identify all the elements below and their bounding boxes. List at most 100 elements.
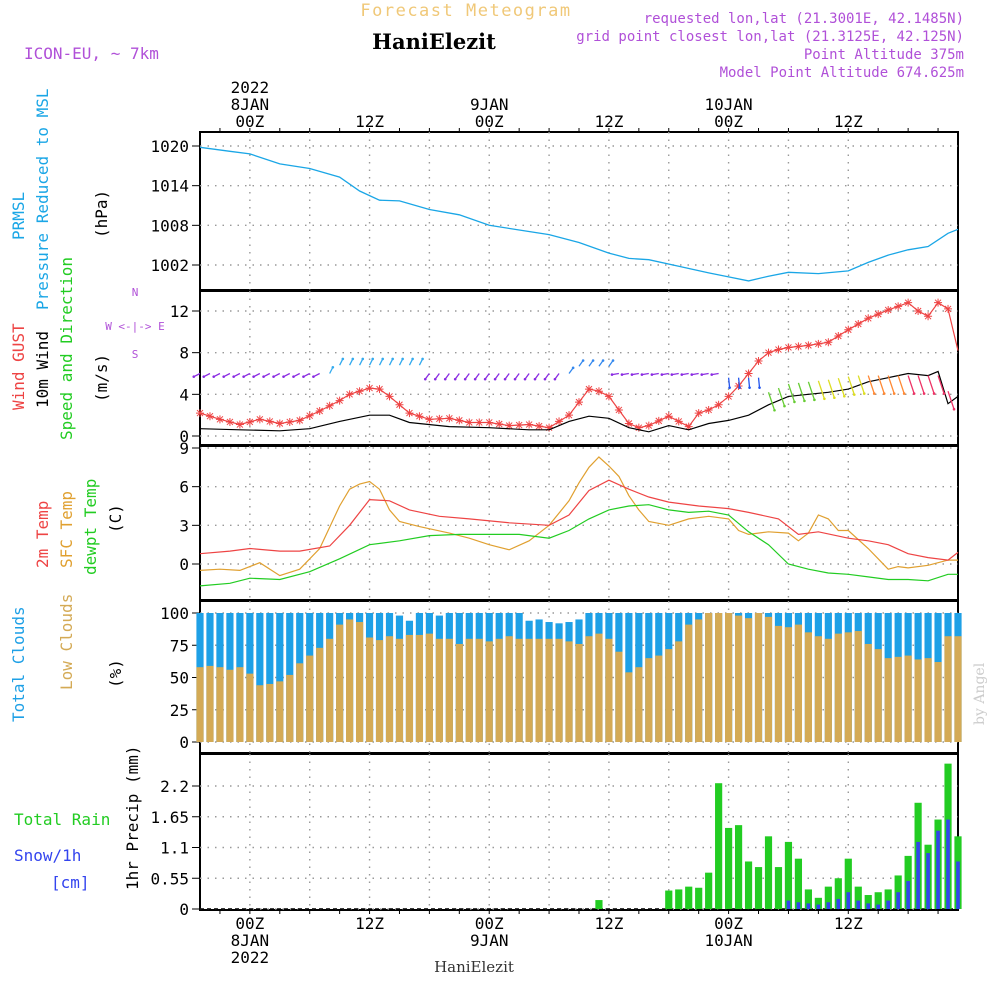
wind-arrow-head: [773, 408, 776, 412]
rain-bar: [595, 900, 603, 909]
panel-frame-pressure: [199, 131, 959, 291]
gust-marker: [934, 298, 943, 307]
gust-marker: [944, 304, 953, 313]
wind-arrow-head: [650, 373, 654, 376]
low-cloud-bar: [575, 643, 583, 742]
gust-marker: [425, 415, 434, 424]
wind-arrow-head: [922, 392, 926, 395]
gust-marker: [285, 417, 294, 426]
temp-2m-label: 2m Temp: [33, 501, 52, 568]
cloud-unit: (%): [106, 659, 125, 688]
wind-arrow-head: [952, 407, 956, 411]
wind-arrow-head: [738, 386, 741, 389]
low-cloud-bar: [475, 638, 483, 742]
y-tick-label: 100: [160, 604, 189, 623]
temp-unit: (C): [106, 504, 125, 533]
gust-marker: [325, 401, 334, 410]
chart-text: 102010141008100212840963010075502502.21.…: [9, 1, 988, 976]
header-closest: grid point closest lon,lat (21.3125E, 42…: [576, 29, 964, 45]
snow-bar: [796, 902, 801, 909]
rain-bar: [884, 889, 892, 909]
low-cloud-bar: [535, 638, 543, 742]
gust-marker: [834, 332, 843, 340]
dewpt-line: [199, 504, 958, 587]
low-cloud-bar: [814, 636, 822, 742]
wind-arrow: [877, 375, 885, 394]
y-tick-label: 25: [170, 701, 189, 720]
rain-bar: [824, 886, 832, 909]
rain-bar: [744, 861, 753, 909]
gust-marker: [654, 416, 663, 425]
gust-marker: [684, 422, 693, 431]
top-time-label: 8JAN: [231, 95, 270, 114]
wind-arrow: [827, 379, 835, 398]
wind-arrow-head: [601, 359, 605, 362]
bottom-time-label: 8JAN: [231, 931, 270, 950]
wind-arrow-head: [610, 373, 614, 376]
bottom-time-label: 9JAN: [470, 931, 509, 950]
gust-marker: [804, 341, 813, 350]
rain-bar: [695, 887, 703, 909]
rain-bar: [754, 867, 763, 909]
low-cloud-bar: [206, 665, 214, 742]
gust-marker: [535, 422, 544, 431]
gust-marker: [295, 416, 304, 425]
gust-marker: [664, 412, 673, 421]
gust-marker: [455, 416, 464, 425]
snow-label: Snow/1h: [14, 846, 81, 865]
total-cloud-bar: [276, 613, 284, 742]
y-tick-label: 75: [170, 636, 189, 655]
wind-arrow: [837, 377, 845, 397]
low-cloud-bar: [844, 632, 852, 742]
top-time-label: 00Z: [714, 112, 743, 131]
y-tick-label: 1002: [150, 256, 189, 275]
low-cloud-bar: [276, 681, 284, 742]
wind-arrow-head: [882, 392, 886, 395]
snow-unit: [cm]: [51, 873, 90, 892]
gust-marker: [255, 415, 264, 424]
snow-bar: [816, 904, 821, 909]
wind-arrow-head: [783, 404, 786, 408]
bottom-time-label: 00Z: [714, 914, 743, 933]
wind-arrow-head: [433, 377, 437, 381]
low-cloud-bar: [545, 638, 553, 742]
wind-arrow-head: [591, 359, 595, 362]
low-cloud-bar: [336, 624, 344, 742]
low-cloud-bar: [495, 638, 503, 742]
wind-arrow-head: [262, 375, 265, 378]
wind-line: [199, 370, 959, 433]
bottom-time-label: 10JAN: [705, 931, 753, 950]
low-cloud-bar: [316, 647, 324, 742]
gust-marker: [575, 398, 583, 407]
low-cloud-bar: [734, 615, 743, 742]
gust-marker: [385, 392, 394, 401]
rain-bar: [814, 897, 822, 909]
wind-arrow-head: [803, 399, 806, 403]
wind-arrow: [797, 382, 806, 402]
snow-bar: [846, 892, 851, 909]
wind-arrow: [747, 377, 751, 388]
snow-bar: [786, 900, 791, 909]
pressure-label: PRMSL: [9, 192, 28, 240]
wind-label: 10m Wind: [33, 331, 52, 408]
rain-bar: [764, 836, 773, 909]
wind-arrow-head: [581, 359, 585, 362]
low-cloud-bar: [256, 685, 264, 742]
wind-arrow: [807, 381, 816, 401]
low-cloud-bar: [485, 641, 493, 742]
gust-marker: [594, 387, 603, 396]
wind-arrow: [857, 375, 865, 394]
gust-marker: [196, 409, 204, 418]
wind-arrow-head: [680, 373, 684, 376]
gust-marker: [335, 396, 344, 405]
low-cloud-bar: [385, 636, 394, 742]
gust-marker: [634, 423, 643, 432]
wind-arrow-head: [932, 392, 936, 395]
y-tick-label: 0: [179, 427, 189, 446]
wind-arrow-head: [690, 373, 694, 376]
rain-bar: [804, 889, 812, 909]
wind-arrow-head: [793, 400, 796, 404]
low-cloud-bar: [954, 636, 962, 742]
wind-arrow-head: [421, 357, 424, 361]
gust-marker: [824, 338, 833, 347]
